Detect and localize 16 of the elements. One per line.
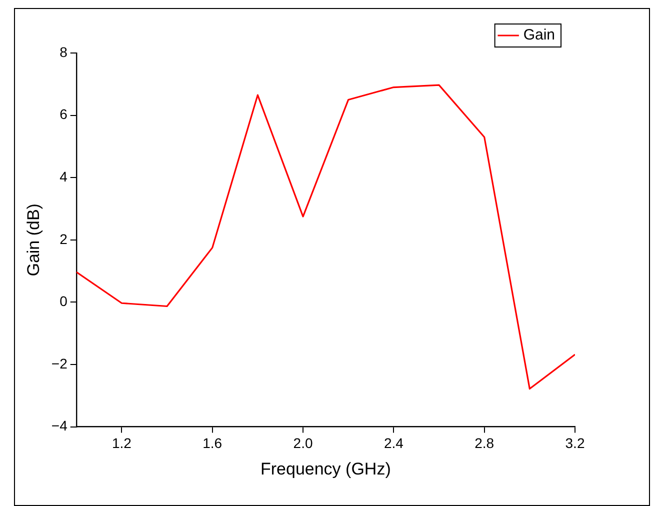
y-tick-label: −2 <box>51 355 68 372</box>
x-tick-label: 3.2 <box>565 435 585 452</box>
x-tick-label: 2.4 <box>384 435 404 452</box>
x-tick-label: 2.8 <box>474 435 494 452</box>
y-tick-label: 4 <box>60 168 68 184</box>
y-tick-label: 8 <box>60 44 68 60</box>
y-axis-title: Gain (dB) <box>24 204 43 276</box>
y-tick-label: 0 <box>60 293 68 310</box>
x-tick-label: 1.6 <box>202 435 222 452</box>
x-tick-label: 2.0 <box>293 435 313 452</box>
legend-label: Gain <box>523 26 556 44</box>
y-tick-label: −4 <box>51 418 68 434</box>
y-tick-label: 2 <box>60 230 68 247</box>
x-axis-title: Frequency (GHz) <box>260 459 391 478</box>
y-tick-label: 6 <box>60 106 68 122</box>
x-tick-label: 1.2 <box>112 435 132 452</box>
